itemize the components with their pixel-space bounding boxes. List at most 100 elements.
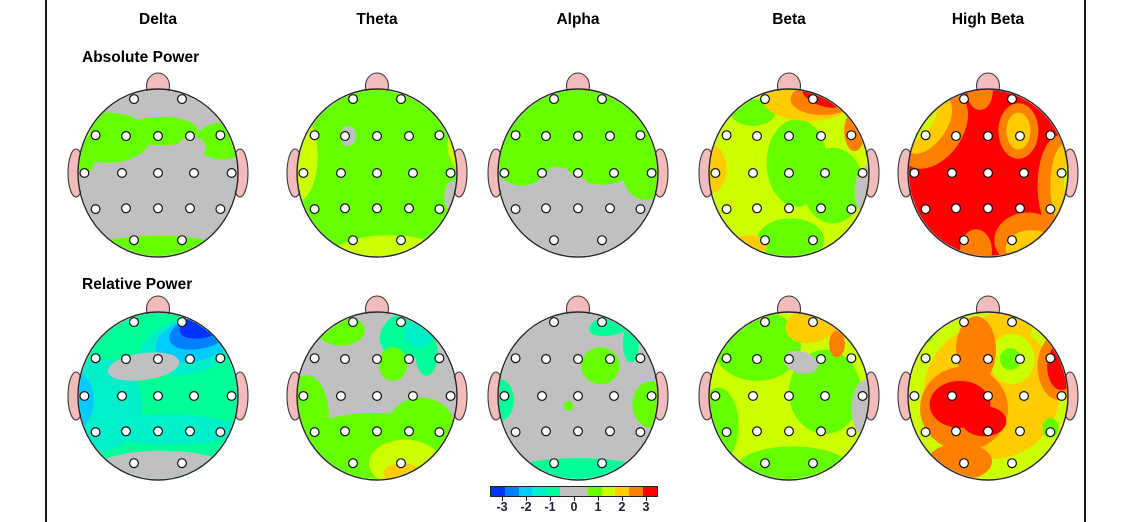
- electrode-Fp2: [395, 94, 406, 105]
- electrode-T4: [226, 167, 237, 178]
- electrode-Cz: [572, 167, 583, 178]
- electrode-Fp2: [1006, 317, 1017, 328]
- colorbar-segment: [532, 487, 547, 496]
- electrode-T4: [1056, 167, 1067, 178]
- value-blob: [510, 458, 646, 479]
- colorbar-tick-label: 3: [642, 500, 650, 514]
- electrode-T3: [909, 390, 920, 401]
- electrode-T4: [857, 167, 868, 178]
- colorbar-segment: [546, 487, 561, 496]
- electrode-C3: [335, 390, 346, 401]
- electrode-T5: [721, 204, 732, 215]
- value-blob: [1006, 112, 1031, 150]
- value-blob: [844, 110, 865, 152]
- electrode-O1: [759, 235, 770, 246]
- electrode-F8: [215, 353, 226, 364]
- electrode-T6: [846, 204, 857, 215]
- colorbar-tick-label: 2: [618, 500, 626, 514]
- electrode-Fz: [152, 354, 163, 365]
- electrode-Fp1: [958, 317, 969, 328]
- electrode-O2: [1006, 458, 1017, 469]
- electrode-C3: [747, 167, 758, 178]
- electrode-Fz: [572, 354, 583, 365]
- value-blob: [562, 124, 642, 185]
- electrode-T4: [857, 390, 868, 401]
- electrode-Pz: [783, 426, 794, 437]
- colorbar-segment: [643, 487, 657, 496]
- electrode-P3: [540, 426, 551, 437]
- electrode-Fz: [982, 354, 993, 365]
- electrode-Fz: [152, 131, 163, 142]
- electrode-T4: [445, 167, 456, 178]
- electrode-O1: [128, 235, 139, 246]
- electrode-Fz: [371, 131, 382, 142]
- electrode-C4: [408, 167, 419, 178]
- topomap-absolute-beta: [698, 72, 880, 258]
- topomap-relative-high-beta: [897, 295, 1079, 481]
- electrode-Fp1: [128, 94, 139, 105]
- electrode-F3: [120, 354, 131, 365]
- electrode-T4: [1056, 390, 1067, 401]
- electrode-Cz: [982, 167, 993, 178]
- electrode-Fp2: [1006, 94, 1017, 105]
- electrode-F3: [120, 131, 131, 142]
- electrode-Fz: [371, 354, 382, 365]
- colorbar-segment: [601, 487, 616, 496]
- electrode-F7: [510, 353, 521, 364]
- electrode-Pz: [783, 203, 794, 214]
- electrode-Fz: [982, 131, 993, 142]
- electrode-F8: [846, 130, 857, 141]
- electrode-T6: [434, 204, 445, 215]
- electrode-P4: [604, 203, 615, 214]
- electrode-Fz: [783, 354, 794, 365]
- electrode-P3: [120, 426, 131, 437]
- colorbar-tick: [646, 497, 647, 501]
- electrode-T4: [226, 390, 237, 401]
- colorbar-segment: [504, 487, 519, 496]
- value-blob: [79, 120, 91, 139]
- electrode-T6: [1045, 427, 1056, 438]
- electrode-C3: [116, 167, 127, 178]
- electrode-T5: [90, 204, 101, 215]
- electrode-O1: [548, 458, 559, 469]
- electrode-F4: [1014, 131, 1025, 142]
- electrode-Pz: [371, 426, 382, 437]
- band-header-theta: Theta: [356, 11, 398, 28]
- colorbar-tick: [574, 497, 575, 501]
- electrode-Pz: [152, 426, 163, 437]
- electrode-T3: [499, 390, 510, 401]
- electrode-T5: [309, 204, 320, 215]
- scalp-field: [79, 90, 237, 256]
- value-blob: [86, 236, 230, 256]
- head-outline: [77, 311, 239, 481]
- electrode-Fp2: [596, 317, 607, 328]
- colorbar-tick: [598, 497, 599, 501]
- electrode-O2: [1006, 235, 1017, 246]
- electrode-T5: [721, 427, 732, 438]
- topomap-absolute-delta: [67, 72, 249, 258]
- electrode-Fp2: [807, 94, 818, 105]
- electrode-Cz: [152, 390, 163, 401]
- electrode-F7: [510, 130, 521, 141]
- electrode-F8: [434, 353, 445, 364]
- electrode-Cz: [783, 390, 794, 401]
- electrode-O2: [807, 235, 818, 246]
- electrode-C3: [946, 167, 957, 178]
- electrode-O2: [596, 458, 607, 469]
- electrode-F4: [604, 131, 615, 142]
- electrode-Fp1: [347, 317, 358, 328]
- topomap-relative-delta: [67, 295, 249, 481]
- value-blob: [829, 330, 845, 358]
- electrode-T3: [710, 390, 721, 401]
- electrode-O1: [759, 458, 770, 469]
- electrode-T5: [309, 427, 320, 438]
- value-blob: [956, 316, 996, 384]
- electrode-P4: [815, 426, 826, 437]
- electrode-T4: [646, 167, 657, 178]
- colorbar-tick-label: -1: [544, 500, 556, 514]
- electrode-T4: [445, 390, 456, 401]
- electrode-T6: [1045, 204, 1056, 215]
- value-blob: [710, 387, 739, 464]
- electrode-T3: [79, 390, 90, 401]
- electrode-Pz: [572, 203, 583, 214]
